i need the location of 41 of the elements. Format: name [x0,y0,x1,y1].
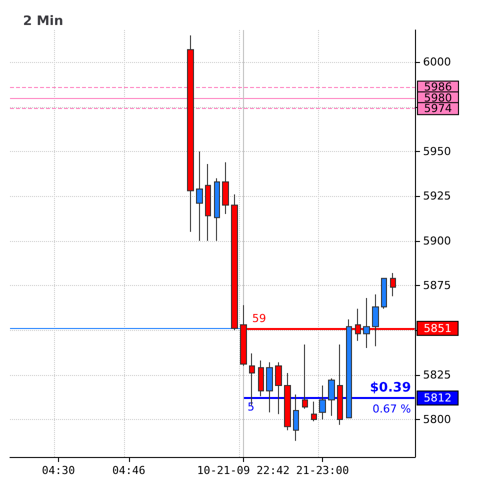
candlestick [258,360,264,397]
y-tick-label: 5825 [423,368,451,382]
candlestick [328,378,335,416]
candlestick [302,344,308,410]
ref-line-label: 5974 [424,102,452,116]
candlestick [222,162,229,215]
candlestick [390,272,396,297]
candlestick [346,318,352,418]
chart-title: 2 Min [23,14,64,29]
annotation: 59 [252,312,266,325]
ref-line-label: 5851 [424,322,452,335]
candlestick [381,278,387,310]
y-tick-label: 5900 [423,234,451,248]
candlestick [363,297,370,349]
candlestick [196,150,203,242]
candlestick [284,372,291,431]
x-tick-label: 10-21-09 22:42 [196,464,290,477]
candlestick [275,362,282,415]
candlestick [205,163,211,242]
x-tick-label: 04:30 [42,464,75,477]
ref-line-label: 5980 [424,91,452,104]
candlestick [231,194,238,331]
annotation: $0.39 [370,380,411,396]
y-tick-label: 6000 [423,56,451,69]
candlestick [372,294,379,347]
y-tick-label: 5925 [423,190,451,203]
candlestick [337,344,343,426]
x-tick-label: 04:46 [112,464,146,477]
candlestick [266,362,273,413]
candlestick [311,401,317,422]
candlestick [214,178,220,242]
y-tick-label: 5950 [423,144,451,158]
x-tick-label: 21-23:00 [296,464,350,477]
candlestick [293,394,299,442]
ref-line-label: 5986 [424,80,452,94]
annotation: 0.67 % [372,402,411,416]
y-tick-label: 5875 [423,278,451,292]
candlestick [319,385,326,420]
ref-line-label: 5812 [424,392,452,405]
candlestick [187,34,194,232]
y-tick-label: 5800 [423,412,451,426]
